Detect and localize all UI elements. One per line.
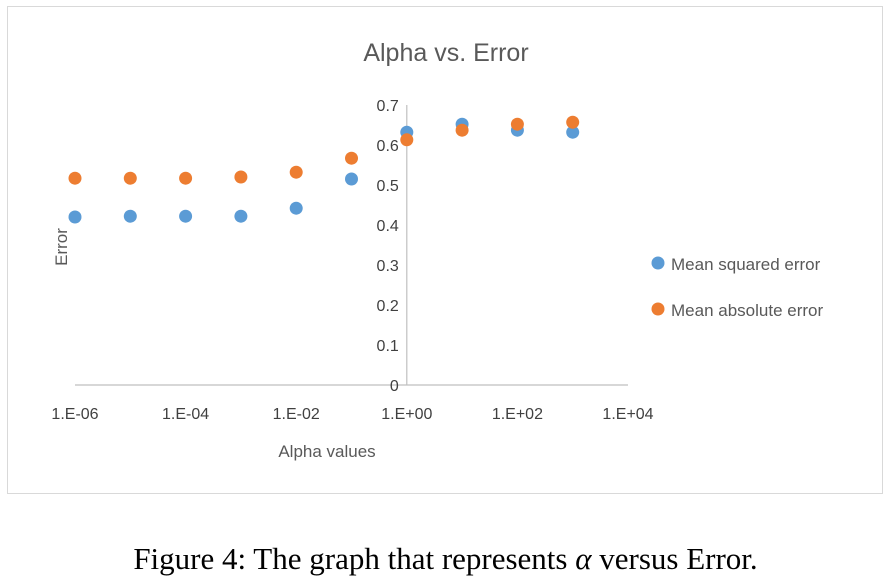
scatter-chart: Alpha vs. Error 0 0.1 0.2 0.3 0.4 0.5 0.6 0.7 1…: [51, 39, 823, 461]
y-tick-label: 0.2: [377, 298, 399, 315]
caption-alpha-symbol: α: [575, 541, 592, 576]
x-tick-label: 1.E+04: [602, 406, 653, 423]
mae-point: [179, 171, 193, 185]
figure-caption: Figure 4: The graph that represents α ve…: [0, 541, 891, 577]
legend: Mean squared error Mean absolute error: [651, 255, 823, 320]
mae-point: [123, 171, 137, 185]
mae-point: [510, 117, 524, 131]
y-axis-title: Error: [52, 228, 71, 266]
y-tick-label: 0: [390, 378, 399, 395]
y-tick-labels: 0 0.1 0.2 0.3 0.4 0.5 0.6 0.7: [377, 98, 399, 395]
legend-mse-marker: [651, 256, 665, 270]
x-axis-title: Alpha values: [278, 442, 375, 461]
y-tick-label: 0.3: [377, 258, 399, 275]
chart-frame: Alpha vs. Error 0 0.1 0.2 0.3 0.4 0.5 0.6 0.7 1…: [7, 6, 883, 494]
x-tick-label: 1.E+00: [381, 406, 432, 423]
x-tick-label: 1.E+02: [492, 406, 543, 423]
mse-point: [345, 172, 358, 186]
legend-item-mse: Mean squared error: [651, 255, 821, 274]
y-tick-label: 0.6: [377, 138, 399, 155]
mse-point: [123, 209, 137, 223]
caption-prefix: Figure 4: The graph that represents: [133, 541, 576, 576]
legend-item-mae: Mean absolute error: [651, 301, 823, 320]
mse-point: [179, 209, 193, 223]
x-tick-label: 1.E-06: [51, 406, 98, 423]
x-tick-label: 1.E-04: [162, 406, 209, 423]
legend-mae-label: Mean absolute error: [671, 301, 823, 320]
caption-suffix: versus Error.: [591, 541, 758, 576]
data-points: [68, 115, 580, 224]
mse-point: [234, 209, 248, 223]
mae-point: [289, 165, 303, 179]
mae-point: [234, 170, 248, 184]
y-tick-label: 0.4: [377, 218, 399, 235]
y-tick-label: 0.7: [377, 98, 399, 115]
mae-point: [68, 171, 82, 185]
chart-title: Alpha vs. Error: [363, 39, 528, 67]
mae-point: [400, 133, 414, 147]
y-tick-label: 0.1: [377, 338, 399, 355]
mse-point: [68, 210, 82, 224]
mae-point: [455, 123, 469, 137]
mae-point: [345, 151, 358, 165]
mae-point: [566, 115, 580, 129]
x-tick-label: 1.E-02: [273, 406, 320, 423]
y-tick-label: 0.5: [377, 178, 399, 195]
mse-point: [566, 125, 580, 139]
legend-mae-marker: [651, 302, 665, 316]
legend-mse-label: Mean squared error: [671, 255, 821, 274]
mse-point: [289, 201, 303, 215]
x-tick-labels: 1.E-06 1.E-04 1.E-02 1.E+00 1.E+02 1.E+04: [51, 406, 653, 423]
